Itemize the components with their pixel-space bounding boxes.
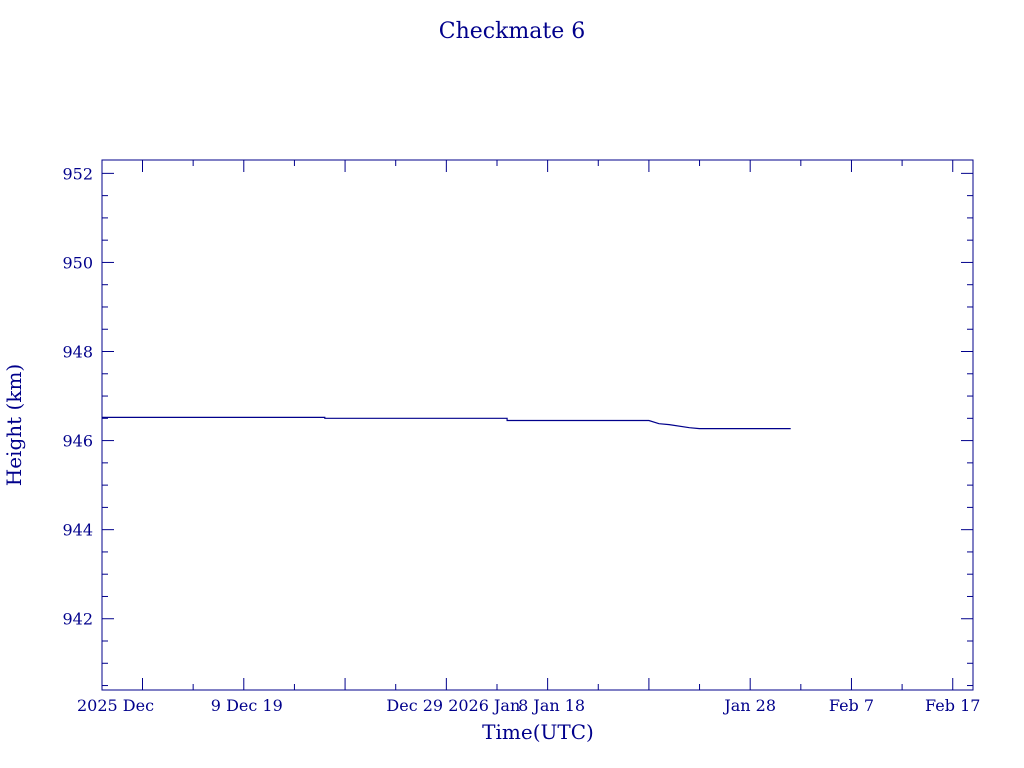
y-tick-labels: 942 944 946 948 950 952 <box>62 164 93 628</box>
x-axis-label: Time(UTC) <box>482 720 594 744</box>
y-tick-label: 952 <box>62 164 93 183</box>
x-tick-label: Jan 28 <box>722 696 776 715</box>
y-tick-label: 946 <box>62 432 93 451</box>
x-tick-label: Feb 7 <box>829 696 874 715</box>
y-axis-label: Height (km) <box>2 364 26 486</box>
x-tick-label: 2025 Dec <box>77 696 154 715</box>
x-tick-label: Dec 29 2026 Jan <box>386 696 520 715</box>
plot-frame <box>101 159 974 691</box>
y-tick-label: 950 <box>62 253 93 272</box>
series-layer <box>102 416 791 430</box>
y-tick-label: 944 <box>62 521 93 540</box>
series-line-0 <box>102 416 791 430</box>
chart-title: Checkmate 6 <box>439 19 586 44</box>
x-tick-label: 9 Dec 19 <box>211 696 283 715</box>
x-tick-label: Feb 17 <box>925 696 980 715</box>
y-tick-label: 948 <box>62 343 93 362</box>
axis-ticks <box>102 160 973 690</box>
y-tick-label: 942 <box>62 610 93 629</box>
x-tick-label: 8 Jan 18 <box>518 696 585 715</box>
